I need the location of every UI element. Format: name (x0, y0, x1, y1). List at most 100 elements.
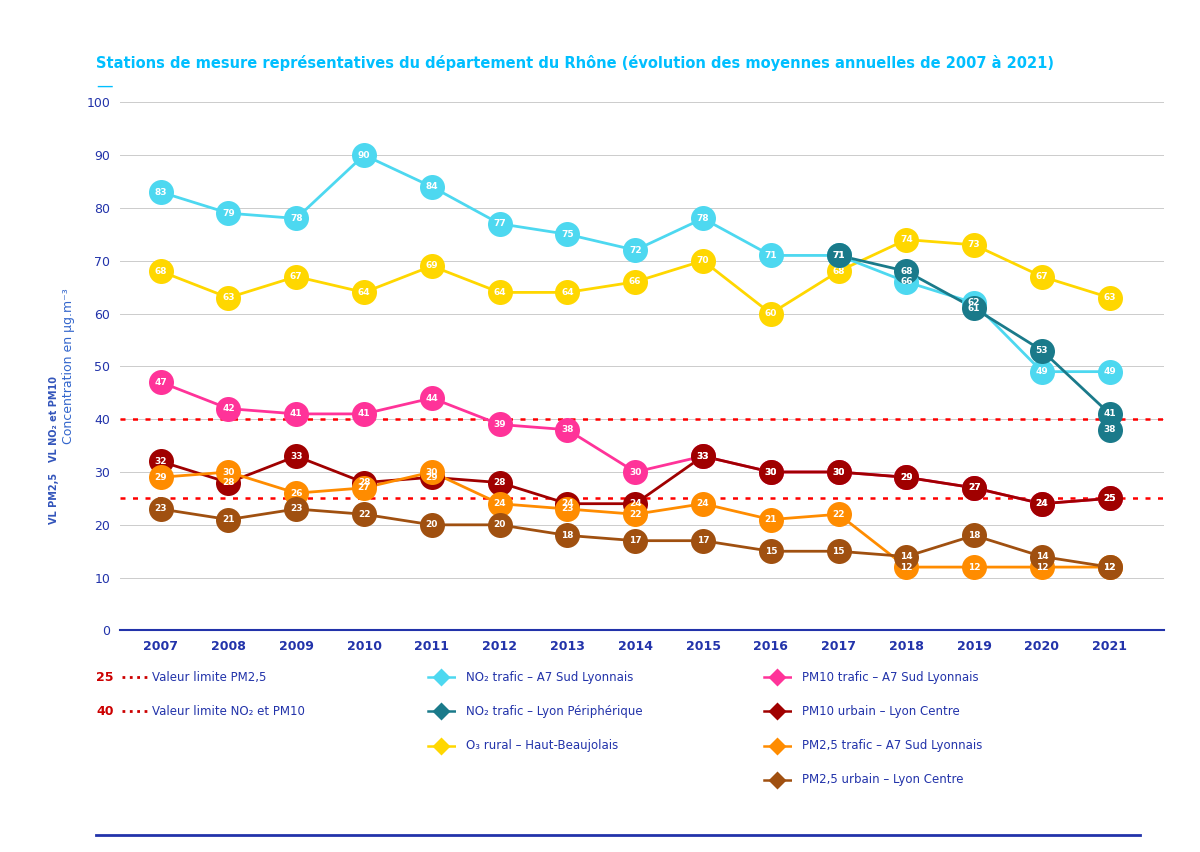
Text: 29: 29 (900, 473, 913, 481)
Text: PM2,5 trafic – A7 Sud Lyonnais: PM2,5 trafic – A7 Sud Lyonnais (802, 739, 982, 752)
Text: 25: 25 (1104, 494, 1116, 503)
Text: 68: 68 (155, 267, 167, 276)
Text: 22: 22 (358, 509, 371, 519)
Text: 68: 68 (900, 267, 913, 276)
Text: 71: 71 (833, 251, 845, 260)
Text: Valeur limite NO₂ et PM10: Valeur limite NO₂ et PM10 (152, 705, 305, 718)
Text: 63: 63 (222, 293, 235, 302)
Text: 14: 14 (1036, 552, 1049, 561)
Text: 15: 15 (833, 547, 845, 556)
Text: 30: 30 (833, 468, 845, 476)
Text: 29: 29 (900, 473, 913, 481)
Text: 44: 44 (426, 394, 438, 402)
Text: 30: 30 (764, 468, 776, 476)
Text: 12: 12 (1104, 562, 1116, 572)
Text: 49: 49 (1103, 367, 1116, 376)
Text: 41: 41 (1104, 410, 1116, 418)
Text: 21: 21 (764, 515, 778, 524)
Text: 78: 78 (697, 214, 709, 223)
Text: 24: 24 (697, 499, 709, 508)
Text: 49: 49 (1036, 367, 1049, 376)
Text: 63: 63 (1104, 293, 1116, 302)
Text: 12: 12 (968, 562, 980, 572)
Text: 32: 32 (155, 457, 167, 466)
Text: 47: 47 (155, 377, 167, 387)
Text: 24: 24 (562, 499, 574, 508)
Text: 71: 71 (764, 251, 778, 260)
Text: 21: 21 (222, 515, 235, 524)
Text: 60: 60 (764, 309, 776, 318)
Text: 22: 22 (833, 509, 845, 519)
Text: 20: 20 (493, 521, 506, 529)
Text: 41: 41 (290, 410, 302, 418)
Text: NO₂ trafic – A7 Sud Lyonnais: NO₂ trafic – A7 Sud Lyonnais (466, 671, 632, 684)
Text: 53: 53 (1036, 346, 1049, 355)
Text: 67: 67 (290, 272, 302, 281)
Text: 77: 77 (493, 219, 506, 228)
Text: 25: 25 (1104, 494, 1116, 503)
Text: PM2,5 urbain – Lyon Centre: PM2,5 urbain – Lyon Centre (802, 773, 964, 786)
Text: 64: 64 (493, 288, 506, 296)
Text: 26: 26 (290, 489, 302, 498)
Text: 84: 84 (426, 182, 438, 191)
Text: 33: 33 (697, 452, 709, 461)
Text: 24: 24 (629, 499, 642, 508)
Text: 12: 12 (1104, 562, 1116, 572)
Text: 67: 67 (1036, 272, 1049, 281)
Text: 70: 70 (697, 256, 709, 265)
Text: 71: 71 (833, 251, 845, 260)
Text: 23: 23 (290, 504, 302, 514)
Text: 33: 33 (697, 452, 709, 461)
Text: 28: 28 (222, 478, 235, 487)
Text: 64: 64 (358, 288, 371, 296)
Text: 79: 79 (222, 209, 235, 217)
Text: 90: 90 (358, 151, 371, 159)
Text: 61: 61 (968, 304, 980, 313)
Text: VL PM2,5: VL PM2,5 (49, 473, 59, 524)
Text: 20: 20 (426, 521, 438, 529)
Text: 64: 64 (562, 288, 574, 296)
Text: 72: 72 (629, 245, 642, 255)
Text: 17: 17 (697, 536, 709, 545)
Text: O₃ rural – Haut-Beaujolais: O₃ rural – Haut-Beaujolais (466, 739, 618, 752)
Text: 39: 39 (493, 420, 506, 429)
Text: 40: 40 (96, 705, 114, 718)
Text: 12: 12 (900, 562, 913, 572)
Text: 28: 28 (358, 478, 371, 487)
Text: 42: 42 (222, 404, 235, 413)
Text: 38: 38 (562, 425, 574, 435)
Text: 73: 73 (968, 240, 980, 250)
Text: 83: 83 (155, 187, 167, 197)
Text: 33: 33 (290, 452, 302, 461)
Text: 69: 69 (426, 262, 438, 270)
Text: 23: 23 (155, 504, 167, 514)
Text: 24: 24 (493, 499, 506, 508)
Text: Valeur limite PM2,5: Valeur limite PM2,5 (152, 671, 266, 684)
Text: Stations de mesure représentatives du département du Rhône (évolution des moyenn: Stations de mesure représentatives du dé… (96, 55, 1054, 72)
Text: 24: 24 (1036, 499, 1049, 508)
Text: NO₂ trafic – Lyon Périphérique: NO₂ trafic – Lyon Périphérique (466, 705, 642, 718)
Text: 14: 14 (900, 552, 913, 561)
Text: 23: 23 (562, 504, 574, 514)
Text: 12: 12 (1036, 562, 1049, 572)
Text: 15: 15 (764, 547, 778, 556)
Text: 25: 25 (96, 671, 114, 684)
Text: PM10 trafic – A7 Sud Lyonnais: PM10 trafic – A7 Sud Lyonnais (802, 671, 978, 684)
Text: PM10 urbain – Lyon Centre: PM10 urbain – Lyon Centre (802, 705, 959, 718)
Text: 28: 28 (493, 478, 506, 487)
Text: 66: 66 (629, 278, 642, 286)
Text: 30: 30 (764, 468, 776, 476)
Text: VL NO₂ et PM10: VL NO₂ et PM10 (49, 377, 59, 462)
Text: 30: 30 (426, 468, 438, 476)
Text: 30: 30 (629, 468, 642, 476)
Text: 18: 18 (562, 531, 574, 540)
Text: 18: 18 (968, 531, 980, 540)
Text: 22: 22 (629, 509, 642, 519)
Text: 29: 29 (426, 473, 438, 481)
Text: 24: 24 (1036, 499, 1049, 508)
Text: 68: 68 (833, 267, 845, 276)
Text: 17: 17 (629, 536, 642, 545)
Text: 30: 30 (833, 468, 845, 476)
Text: 66: 66 (900, 278, 913, 286)
Text: 27: 27 (358, 483, 371, 492)
